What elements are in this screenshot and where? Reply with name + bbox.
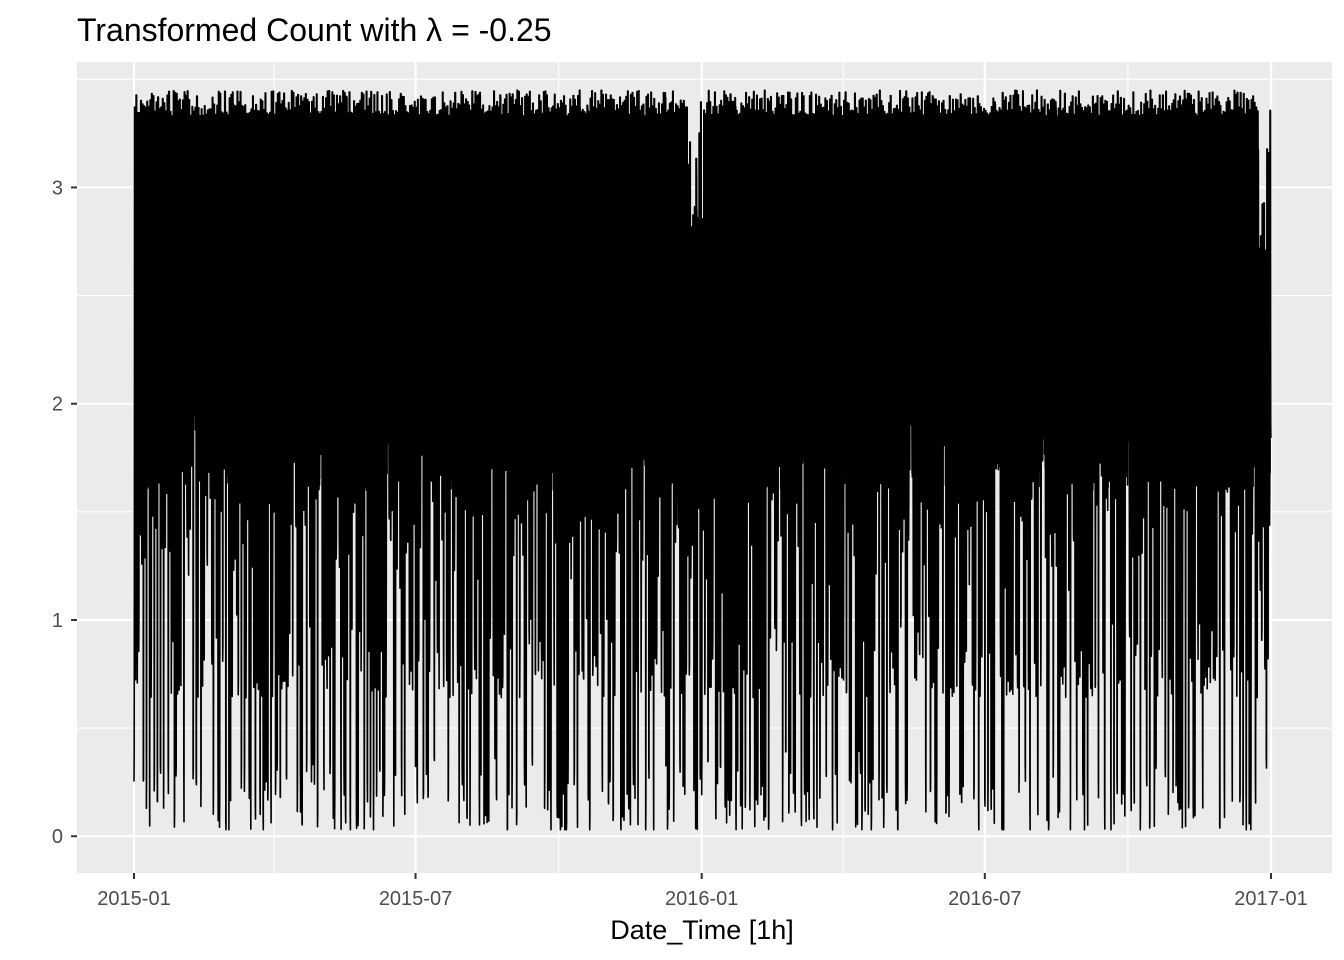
x-tick-label: 2015-07 xyxy=(379,888,452,910)
y-axis: 0 1 2 3 xyxy=(52,177,77,848)
y-tick-label: 0 xyxy=(52,826,63,848)
y-tick-label: 3 xyxy=(52,177,63,199)
y-tick-label: 2 xyxy=(52,394,63,416)
series-path xyxy=(133,89,1272,831)
x-tick-label: 2015-01 xyxy=(97,888,170,910)
x-tick-label: 2017-01 xyxy=(1234,888,1307,910)
y-tick-label: 1 xyxy=(52,610,63,632)
x-tick-label: 2016-01 xyxy=(665,888,738,910)
x-axis: 2015-01 2015-07 2016-01 2016-07 2017-01 xyxy=(97,873,1308,910)
x-axis-title: Date_Time [1h] xyxy=(610,915,794,945)
chart-title: Transformed Count with λ = -0.25 xyxy=(77,12,552,48)
x-tick-label: 2016-07 xyxy=(948,888,1021,910)
series-line xyxy=(133,89,1272,831)
